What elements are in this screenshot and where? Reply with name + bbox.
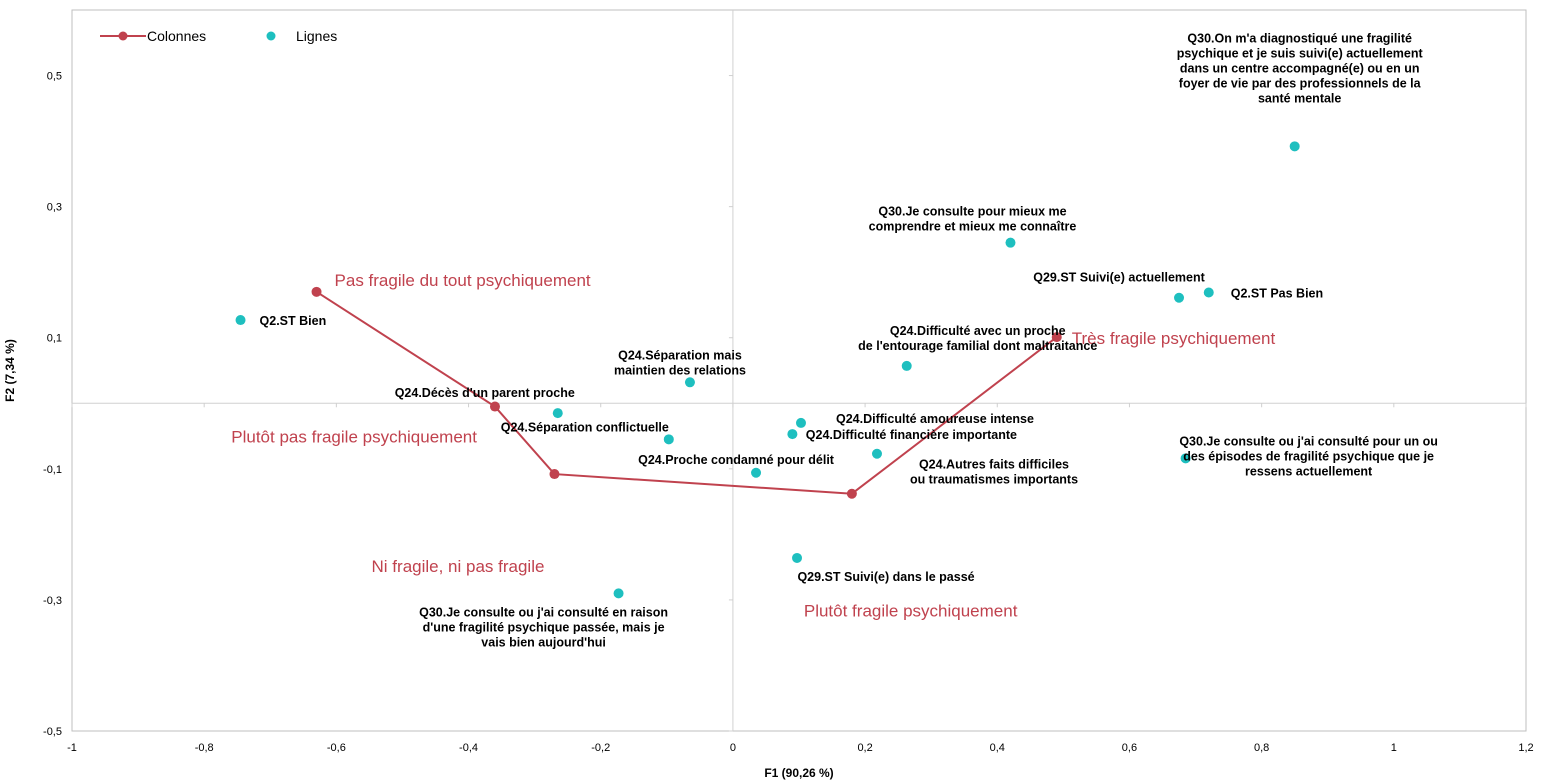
lignes-point <box>1005 237 1016 248</box>
lignes-point <box>663 434 674 445</box>
series-lignes: Q2.ST Bien Q24.Séparation mais maintien de… <box>235 31 1438 649</box>
legend-lignes-label: Lignes <box>296 28 337 44</box>
lignes-point-label: Q2.ST Pas Bien <box>1231 287 1323 301</box>
lignes-point <box>613 588 624 599</box>
lignes-point <box>552 408 563 419</box>
lignes-point-label: Q24.Proche condamné pour délit <box>638 453 835 467</box>
y-tick-label: -0,1 <box>43 464 62 476</box>
x-tick-label: -1 <box>67 742 77 754</box>
lignes-point-label: Q24.Difficulté amoureuse intense <box>836 412 1034 426</box>
lignes-point <box>751 467 762 478</box>
x-axis-title: F1 (90,26 %) <box>764 766 833 780</box>
lignes-point-label: Q24.Décès d'un parent proche <box>395 386 575 400</box>
x-tick-label: 1,2 <box>1518 742 1533 754</box>
plot-frame <box>71 9 1527 732</box>
y-tick-label: 0,3 <box>47 202 62 214</box>
colonnes-point-label: Ni fragile, ni pas fragile <box>372 557 545 576</box>
colonnes-point-label: Très fragile psychiquement <box>1072 329 1276 348</box>
y-axis-title: F2 (7,34 %) <box>3 339 17 402</box>
lignes-point <box>901 360 912 371</box>
y-tick-label: 0,1 <box>47 333 62 345</box>
lignes-point <box>1289 141 1300 152</box>
colonnes-point <box>1051 332 1062 343</box>
x-tick-label: 0,4 <box>990 742 1005 754</box>
lignes-point-label: Q30.Je consulte ou j'ai consulté pour un… <box>1179 434 1438 478</box>
series-colonnes: Pas fragile du tout psychiquement Plutôt … <box>231 271 1275 621</box>
lignes-point <box>1203 287 1214 298</box>
lignes-point-label: Q29.ST Suivi(e) dans le passé <box>797 570 974 584</box>
x-tick-label: -0,2 <box>591 742 610 754</box>
y-tick-label: -0,5 <box>43 726 62 738</box>
colonnes-point <box>549 469 560 480</box>
lignes-point <box>1174 292 1185 303</box>
colonnes-point <box>311 286 322 297</box>
lignes-point-label: Q30.Je consulte pour mieux me comprendre … <box>869 205 1077 234</box>
legend: Colonnes Lignes <box>100 28 337 44</box>
lignes-point-label: Q24.Séparation mais maintien des relation… <box>614 348 746 377</box>
y-tick-label: -0,3 <box>43 595 62 607</box>
y-tick-label: 0,5 <box>47 71 62 83</box>
x-tick-label: 0,8 <box>1254 742 1269 754</box>
lignes-point-label: Q30.On m'a diagnostiqué une fragilité psy… <box>1177 31 1424 105</box>
lignes-point-label: Q24.Autres faits difficiles ou traumatism… <box>910 458 1078 487</box>
x-tick-label: -0,6 <box>327 742 346 754</box>
x-tick-label: 1 <box>1391 742 1397 754</box>
colonnes-point-label: Pas fragile du tout psychiquement <box>335 271 591 290</box>
lignes-point <box>795 417 806 428</box>
x-tick-label: 0 <box>730 742 736 754</box>
x-tick-label: -0,4 <box>459 742 478 754</box>
legend-colonnes-dot <box>118 31 128 41</box>
x-tick-label: 0,2 <box>857 742 872 754</box>
colonnes-point <box>846 488 857 499</box>
colonnes-point-label: Plutôt pas fragile psychiquement <box>231 428 477 447</box>
x-tick-label: -0,8 <box>195 742 214 754</box>
x-tick-label: 0,6 <box>1122 742 1137 754</box>
lignes-point-label: Q29.ST Suivi(e) actuellement <box>1033 271 1205 285</box>
legend-colonnes-label: Colonnes <box>147 28 206 44</box>
lignes-point <box>235 315 246 326</box>
lignes-point <box>792 552 803 563</box>
lignes-point <box>871 448 882 459</box>
legend-lignes-dot <box>266 31 276 41</box>
lignes-point-label: Q24.Difficulté financière importante <box>806 428 1017 442</box>
lignes-point-label: Q30.Je consulte ou j'ai consulté en rais… <box>419 605 668 649</box>
axes: -1 -0,8 -0,6 -0,4 -0,2 0 0,2 0,4 0,6 0,8 1 1,2 -0,5 -… <box>43 10 1534 754</box>
lignes-point <box>1180 453 1191 464</box>
lignes-point-label: Q24.Séparation conflictuelle <box>501 420 669 434</box>
lignes-point-label: Q24.Difficulté avec un proche de l'entour… <box>858 324 1097 353</box>
colonnes-point-label: Plutôt fragile psychiquement <box>804 602 1018 621</box>
lignes-point-label: Q2.ST Bien <box>260 314 327 328</box>
colonnes-point <box>489 401 500 412</box>
lignes-point <box>787 429 798 440</box>
lignes-point <box>684 377 695 388</box>
